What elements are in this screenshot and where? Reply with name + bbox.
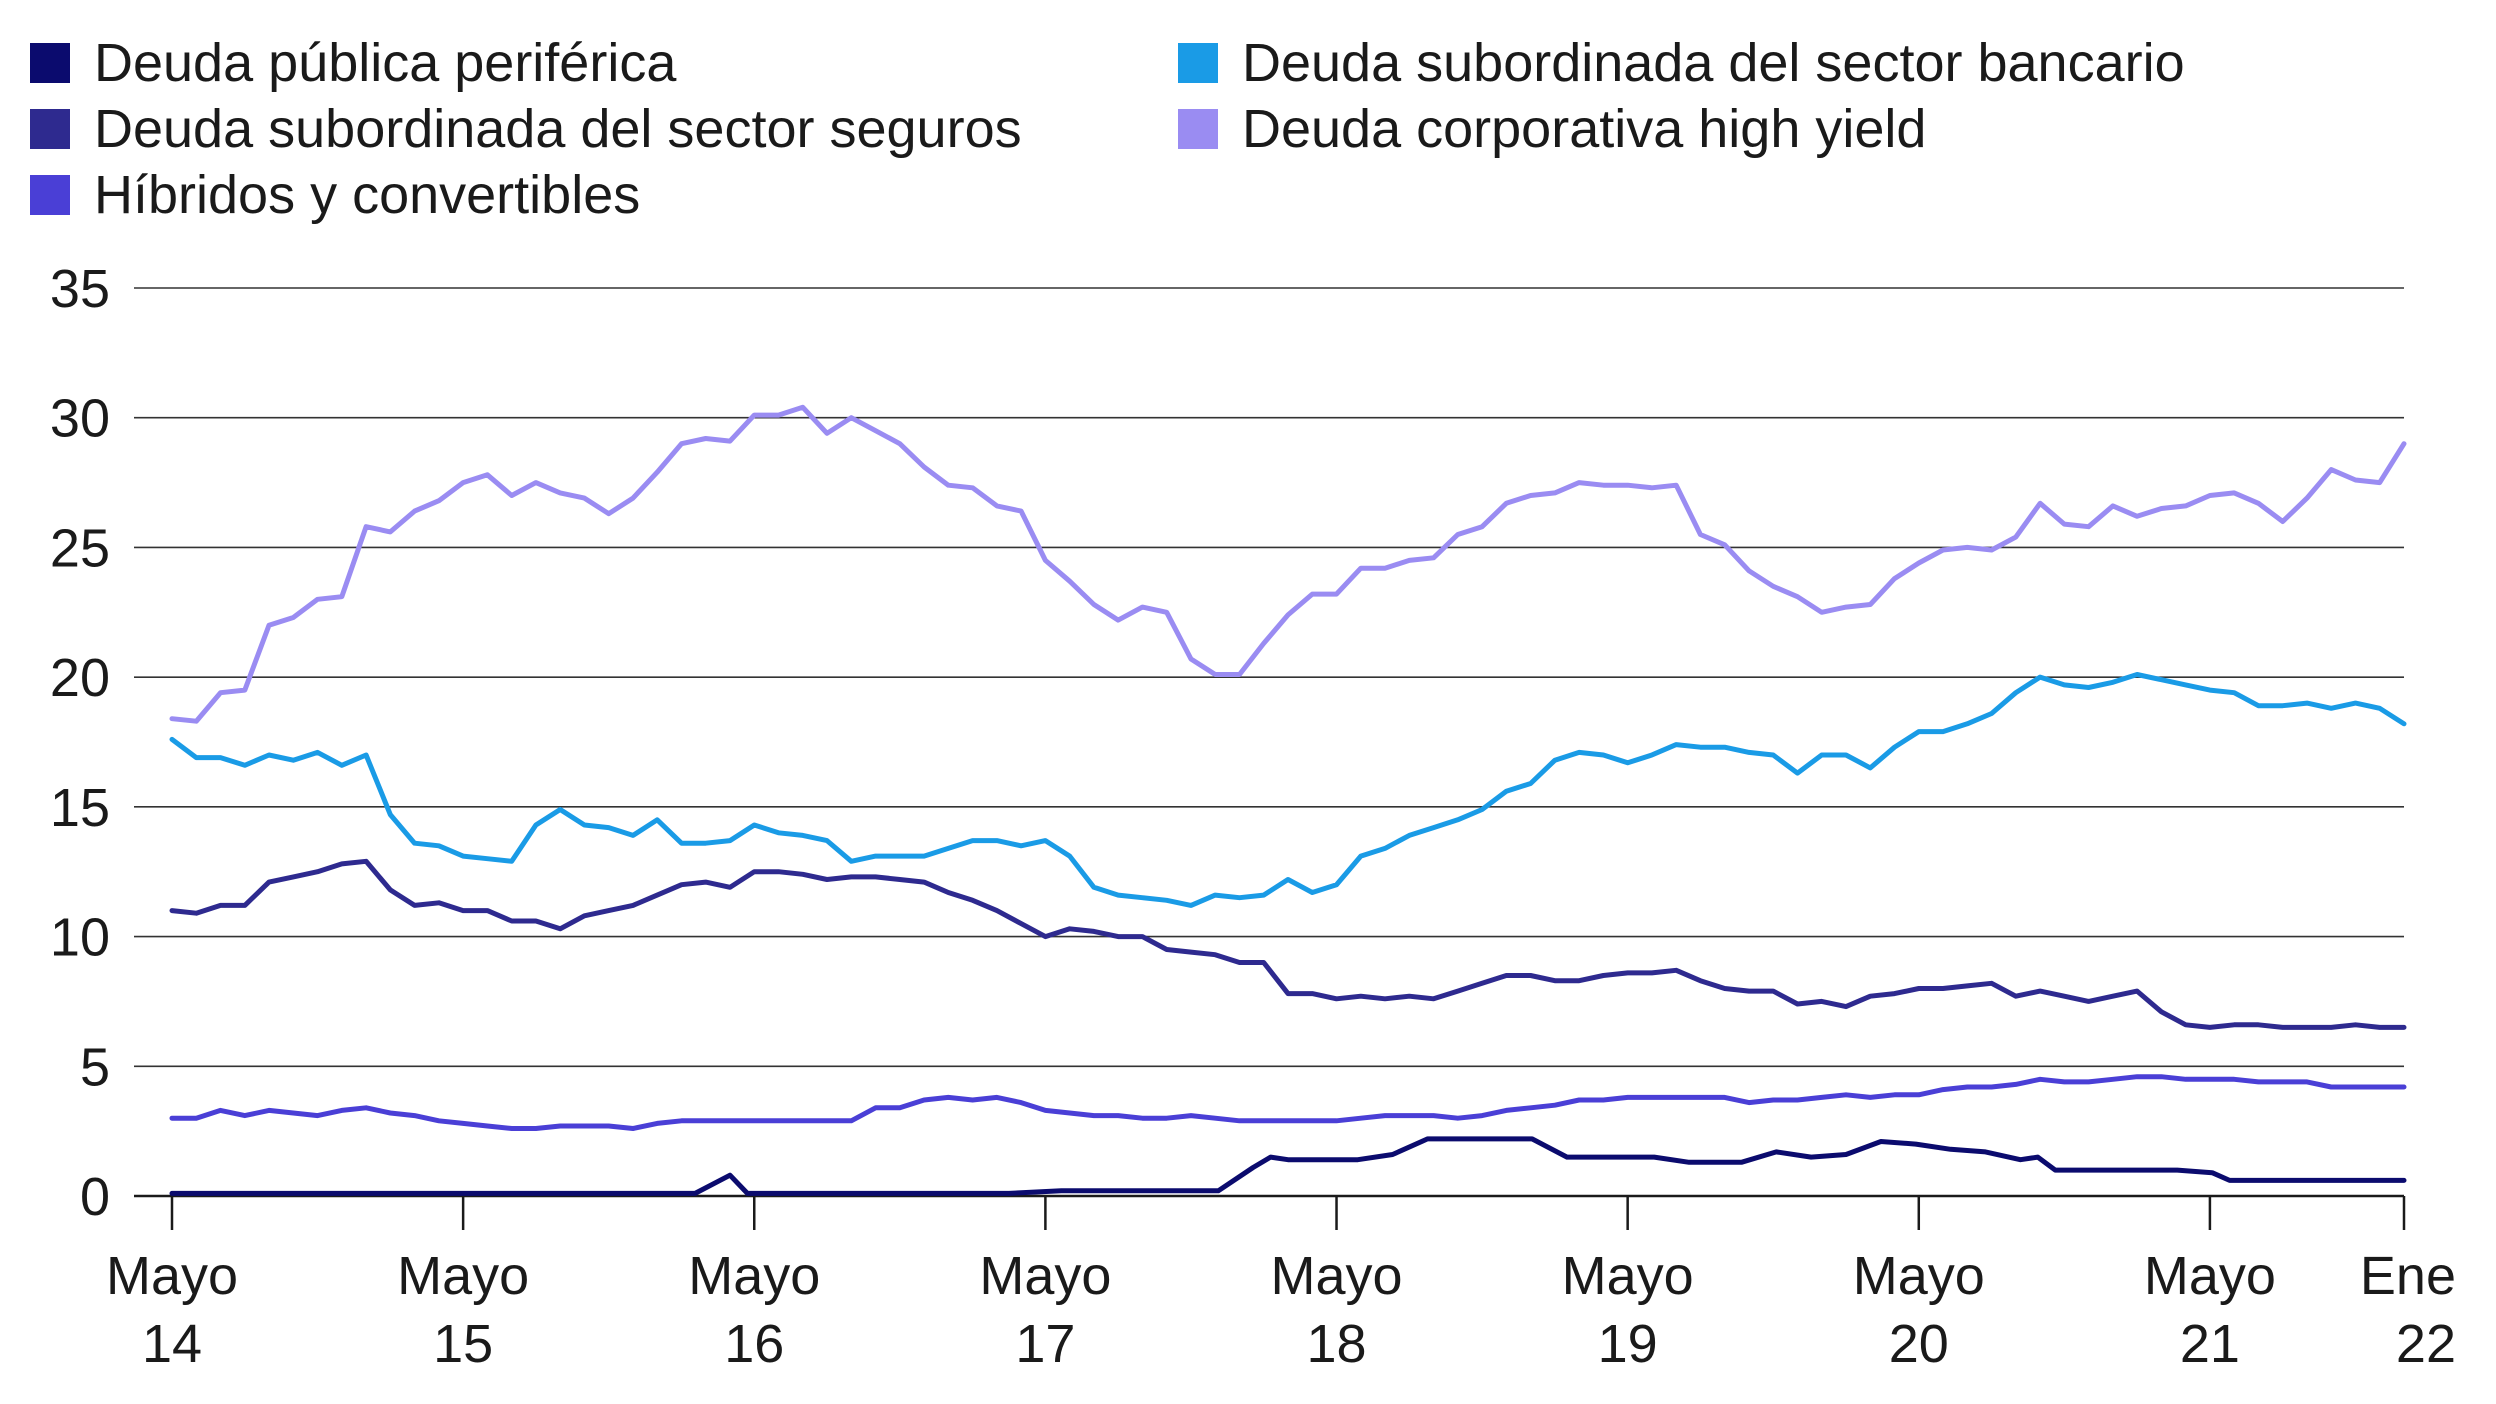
legend-swatch	[1178, 109, 1218, 149]
x-tick-label: Mayo	[979, 1246, 1111, 1306]
legend-label: Deuda pública periférica	[94, 33, 677, 93]
y-tick-label: 25	[50, 518, 110, 578]
legend-label: Deuda subordinada del sector seguros	[94, 99, 1022, 159]
x-tick-label: 19	[1598, 1314, 1658, 1374]
x-tick-label: Mayo	[1270, 1246, 1402, 1306]
series-line-4	[169, 404, 2407, 724]
y-tick-label: 5	[80, 1037, 110, 1097]
x-tick-label: 17	[1015, 1314, 1075, 1374]
legend-item-deuda-corporativa-high-yield: Deuda corporativa high yield	[1178, 96, 1926, 162]
series-line-1	[169, 858, 2407, 1030]
x-tick-label: Mayo	[106, 1246, 238, 1306]
x-tick-label: 15	[433, 1314, 493, 1374]
y-tick-label: 15	[50, 778, 110, 838]
y-tick-label: 10	[50, 908, 110, 968]
legend-item-deuda-subordinada-bancario: Deuda subordinada del sector bancario	[1178, 30, 2185, 96]
x-tick-label: 22	[2396, 1314, 2456, 1374]
legend-item-deuda-subordinada-seguros: Deuda subordinada del sector seguros	[30, 96, 1022, 162]
y-tick-label: 20	[50, 648, 110, 708]
x-tick-label: Mayo	[1853, 1246, 1985, 1306]
x-tick-label: 18	[1306, 1314, 1366, 1374]
y-axis: 0 5 10 15 20 25 30 35	[50, 259, 110, 1227]
legend-swatch	[1178, 43, 1218, 83]
x-tick-label: Ene	[2360, 1246, 2456, 1306]
legend-swatch	[30, 109, 70, 149]
legend-item-deuda-publica-periferica: Deuda pública periférica	[30, 30, 676, 96]
x-tick-label: Mayo	[688, 1246, 820, 1306]
legend-swatch	[30, 175, 70, 215]
x-tick-label: Mayo	[2144, 1246, 2276, 1306]
x-tick-label: 14	[142, 1314, 202, 1374]
y-tick-label: 35	[50, 259, 110, 319]
series-line-0	[169, 1136, 2407, 1196]
series-line-3	[169, 672, 2407, 908]
gridlines	[134, 287, 2404, 1198]
legend-item-hibridos-convertibles: Híbridos y convertibles	[30, 162, 640, 228]
legend-label: Deuda subordinada del sector bancario	[1242, 33, 2185, 93]
series-lines	[169, 404, 2407, 1196]
x-tick-label: 21	[2180, 1314, 2240, 1374]
series-line-2	[169, 1074, 2407, 1131]
x-tick-label: 16	[724, 1314, 784, 1374]
y-tick-label: 0	[80, 1167, 110, 1227]
x-axis: Mayo 14 Mayo 15 Mayo 16 Mayo 17 Mayo 18 Mayo 19 Mayo…	[106, 1196, 2456, 1374]
y-tick-label: 30	[50, 389, 110, 449]
legend-label: Deuda corporativa high yield	[1242, 99, 1927, 159]
x-tick-label: Mayo	[397, 1246, 529, 1306]
x-tick-label: Mayo	[1562, 1246, 1694, 1306]
legend-swatch	[30, 43, 70, 83]
x-tick-label: 20	[1889, 1314, 1949, 1374]
legend: Deuda pública periférica Deuda subordina…	[30, 30, 2470, 230]
legend-label: Híbridos y convertibles	[94, 165, 641, 225]
